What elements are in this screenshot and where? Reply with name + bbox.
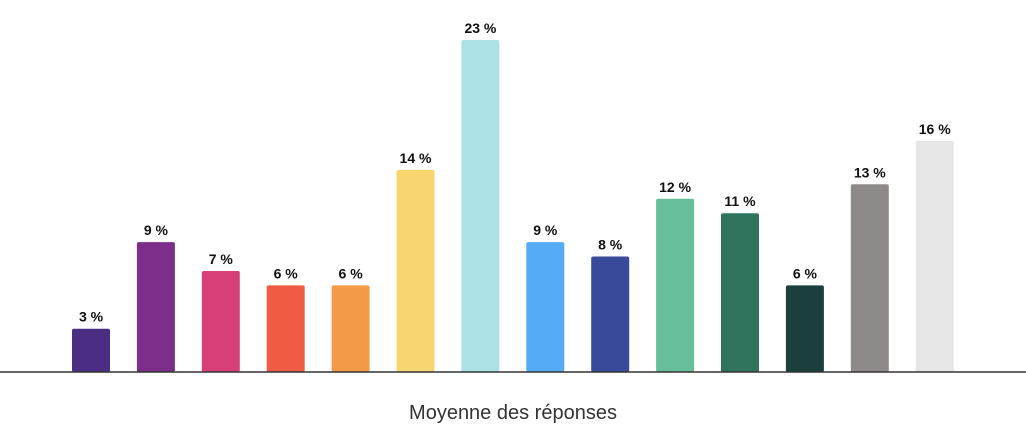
data-label-3: 7 % <box>209 251 234 267</box>
bar-8 <box>526 242 565 372</box>
bar-11 <box>721 213 759 372</box>
data-label-10: 12 % <box>659 179 691 195</box>
bar-9 <box>591 256 630 372</box>
x-axis-title: Moyenne des réponses <box>409 402 617 424</box>
data-labels-group: 3 % 9 % 7 % 6 % 6 % 14 % 23 % 9 % 8 % 12 % 11 % 6 %… <box>79 20 951 325</box>
bar-13 <box>850 184 889 372</box>
bar-5 <box>331 285 370 372</box>
data-label-9: 8 % <box>598 237 623 253</box>
data-label-6: 14 % <box>400 150 432 166</box>
data-label-11: 11 % <box>724 193 756 209</box>
data-label-8: 9 % <box>533 222 558 238</box>
data-label-14: 16 % <box>919 121 951 137</box>
bar-4 <box>266 285 305 372</box>
bar-1 <box>72 328 110 372</box>
bar-6 <box>396 169 435 372</box>
bars-group <box>72 40 954 372</box>
data-label-1: 3 % <box>79 309 104 325</box>
data-label-4: 6 % <box>274 265 299 281</box>
data-label-2: 9 % <box>144 222 169 238</box>
data-label-13: 13 % <box>854 164 886 180</box>
bar-2 <box>136 242 175 372</box>
bar-10 <box>656 198 695 372</box>
data-label-12: 6 % <box>793 265 818 281</box>
data-label-5: 6 % <box>339 265 364 281</box>
bar-3 <box>201 271 240 372</box>
bar-12 <box>785 285 824 372</box>
bar-7 <box>461 40 500 372</box>
data-label-7: 23 % <box>464 20 496 36</box>
bar-14 <box>915 141 954 372</box>
